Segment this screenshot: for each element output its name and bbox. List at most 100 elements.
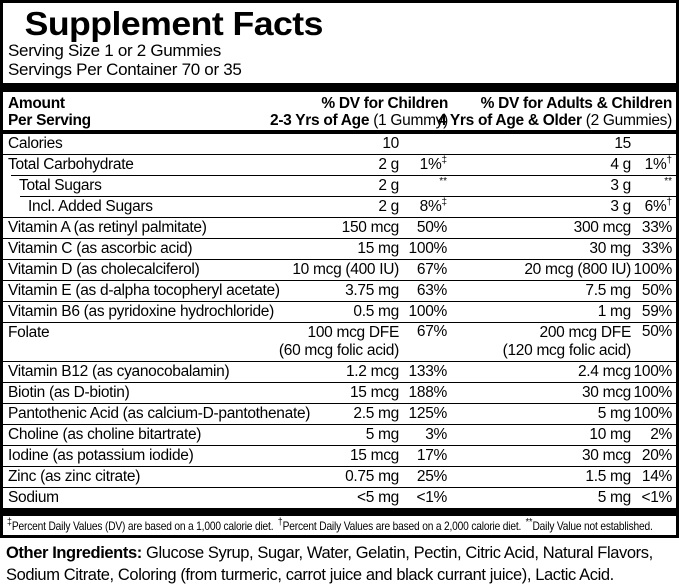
children-amount-line2: (60 mcg folic acid) (278, 342, 399, 359)
adults-amount: 5 mg (597, 405, 632, 422)
header-children-line2: 2-3 Yrs of Age (1 Gummy) (270, 112, 448, 129)
table-row: Folate 100 mcg DFE (60 mcg folic acid) 67% 2… (3, 323, 676, 361)
row-separator (3, 259, 676, 260)
children-amount: <5 mg (356, 489, 399, 506)
table-row: Vitamin E (as d-alpha tocopheryl acetate… (3, 281, 676, 301)
thick-divider-bottom (3, 508, 676, 516)
adults-amount: 3 g (610, 177, 631, 194)
children-amount: 150 mcg (341, 219, 400, 236)
table-row: Iodine (as potassium iodide) 15 mcg 17% 30 … (3, 446, 676, 466)
adults-dv: ** (664, 176, 672, 196)
row-separator (3, 361, 676, 362)
table-row: Sodium <5 mg <1% 5 mg <1% (3, 488, 676, 508)
children-dv: <1% (416, 489, 447, 506)
adults-dv: 6%† (644, 197, 672, 216)
other-ingredients-text: Glucose Syrup, Sugar, Water, Gelatin, Pe… (6, 544, 653, 584)
adults-amount: 2.4 mcg (577, 363, 631, 380)
header-adults-column: % DV for Adults & Children 4 Yrs of Age … (438, 95, 672, 129)
nutrient-name: Vitamin B12 (as cyanocobalamin) (8, 363, 230, 380)
nutrient-name: Vitamin D (as cholecalciferol) (8, 261, 200, 278)
adults-amount: 1 mg (597, 303, 632, 320)
row-separator (3, 424, 676, 425)
adults-amount: 200 mcg DFE (120 mcg folic acid) (502, 324, 632, 360)
adults-dv: 14% (641, 468, 672, 485)
nutrient-name: Calories (8, 135, 63, 152)
table-row: Choline (as choline bitartrate) 5 mg 3% 10 … (3, 425, 676, 445)
children-amount: 2 g (378, 198, 399, 215)
header-adults-serving: (2 Gummies) (585, 112, 673, 129)
children-amount: 0.5 mg (353, 303, 399, 320)
children-dv: ** (439, 176, 447, 196)
nutrient-name: Incl. Added Sugars (28, 198, 153, 215)
adults-dv: 50% (641, 323, 672, 340)
adults-amount: 30 mcg (581, 447, 631, 464)
adults-amount: 300 mcg (573, 219, 632, 236)
row-separator (3, 466, 676, 467)
header-children-column: % DV for Children 2-3 Yrs of Age (1 Gumm… (270, 95, 448, 129)
row-separator (20, 196, 676, 197)
adults-amount: 15 (614, 135, 631, 152)
row-separator (3, 382, 676, 383)
other-ingredients-label: Other Ingredients: (6, 544, 142, 562)
children-dv: 133% (408, 363, 448, 380)
adults-amount: 3 g (610, 198, 631, 215)
adults-dv: 59% (641, 303, 672, 320)
row-separator (3, 217, 676, 218)
header-adults-line2: 4 Yrs of Age & Older (2 Gummies) (438, 112, 672, 129)
table-row: Vitamin B12 (as cyanocobalamin) 1.2 mcg 13… (3, 362, 676, 382)
header-adults-age: 4 Yrs of Age & Older (437, 112, 582, 129)
adults-dv: 33% (641, 219, 672, 236)
adults-amount: 7.5 mg (585, 282, 631, 299)
table-row: Vitamin D (as cholecalciferol) 10 mcg (40… (3, 260, 676, 280)
table-row: Zinc (as zinc citrate) 0.75 mg 25% 1.5 mg 14… (3, 467, 676, 487)
adults-dv-mark: ** (664, 176, 672, 187)
children-amount: 100 mcg DFE (60 mcg folic acid) (279, 324, 399, 360)
adults-dv: <1% (641, 489, 672, 506)
children-dv: 17% (416, 447, 447, 464)
asterisks-mark: ** (525, 517, 533, 528)
nutrient-name: Vitamin B6 (as pyridoxine hydrochloride) (8, 303, 274, 320)
servings-per-container: Servings Per Container 70 or 35 (8, 60, 242, 79)
children-amount-line1: 100 mcg DFE (307, 324, 400, 341)
nutrient-name: Vitamin C (as ascorbic acid) (8, 240, 193, 257)
table-row: Vitamin C (as ascorbic acid) 15 mg 100% 30 … (3, 239, 676, 259)
nutrient-name: Vitamin E (as d-alpha tocopheryl acetate… (8, 282, 280, 299)
children-dv-mark: ‡ (441, 197, 447, 208)
adults-amount-line1: 200 mcg DFE (539, 324, 632, 341)
nutrient-name: Zinc (as zinc citrate) (8, 468, 141, 485)
children-dv: 8%‡ (419, 197, 447, 216)
dagger-mark: † (277, 517, 283, 528)
row-separator (3, 238, 676, 239)
nutrient-name: Sodium (8, 489, 59, 506)
children-dv: 100% (408, 303, 448, 320)
children-amount: 10 mcg (400 IU) (292, 261, 399, 278)
children-dv: 67% (416, 323, 447, 340)
children-amount: 2.5 mg (353, 405, 399, 422)
row-separator (3, 445, 676, 446)
footnote-adults-note: †Percent Daily Values are based on a 2,0… (277, 517, 522, 534)
double-dagger-mark: ‡ (7, 517, 12, 528)
table-row: Total Sugars 2 g ** 3 g ** (3, 176, 676, 196)
adults-dv: 100% (633, 405, 673, 422)
header-amount-column: Amount Per Serving (3, 95, 676, 129)
supplement-facts-label: Supplement Facts Serving Size 1 or 2 Gum… (0, 0, 679, 538)
adults-dv: 20% (641, 447, 672, 464)
children-amount: 2 g (378, 177, 399, 194)
row-separator (3, 280, 676, 281)
adults-amount-line2: (120 mcg folic acid) (502, 342, 632, 359)
children-amount: 10 (382, 135, 399, 152)
children-dv: 125% (408, 405, 448, 422)
adults-dv: 33% (641, 240, 672, 257)
row-separator (3, 322, 676, 323)
nutrient-name: Vitamin A (as retinyl palmitate) (8, 219, 207, 236)
medium-divider (3, 130, 676, 134)
footnote-children-note: ‡Percent Daily Values (DV) are based on … (7, 517, 274, 534)
children-dv: 3% (425, 426, 447, 443)
adults-dv: 1%† (644, 155, 672, 174)
row-separator (3, 403, 676, 404)
children-amount: 3.75 mg (345, 282, 399, 299)
table-header: Amount Per Serving % DV for Children 2-3… (3, 92, 676, 130)
table-row: Vitamin B6 (as pyridoxine hydrochloride)… (3, 302, 676, 322)
row-separator (3, 154, 676, 155)
children-dv-mark: ** (439, 176, 447, 187)
